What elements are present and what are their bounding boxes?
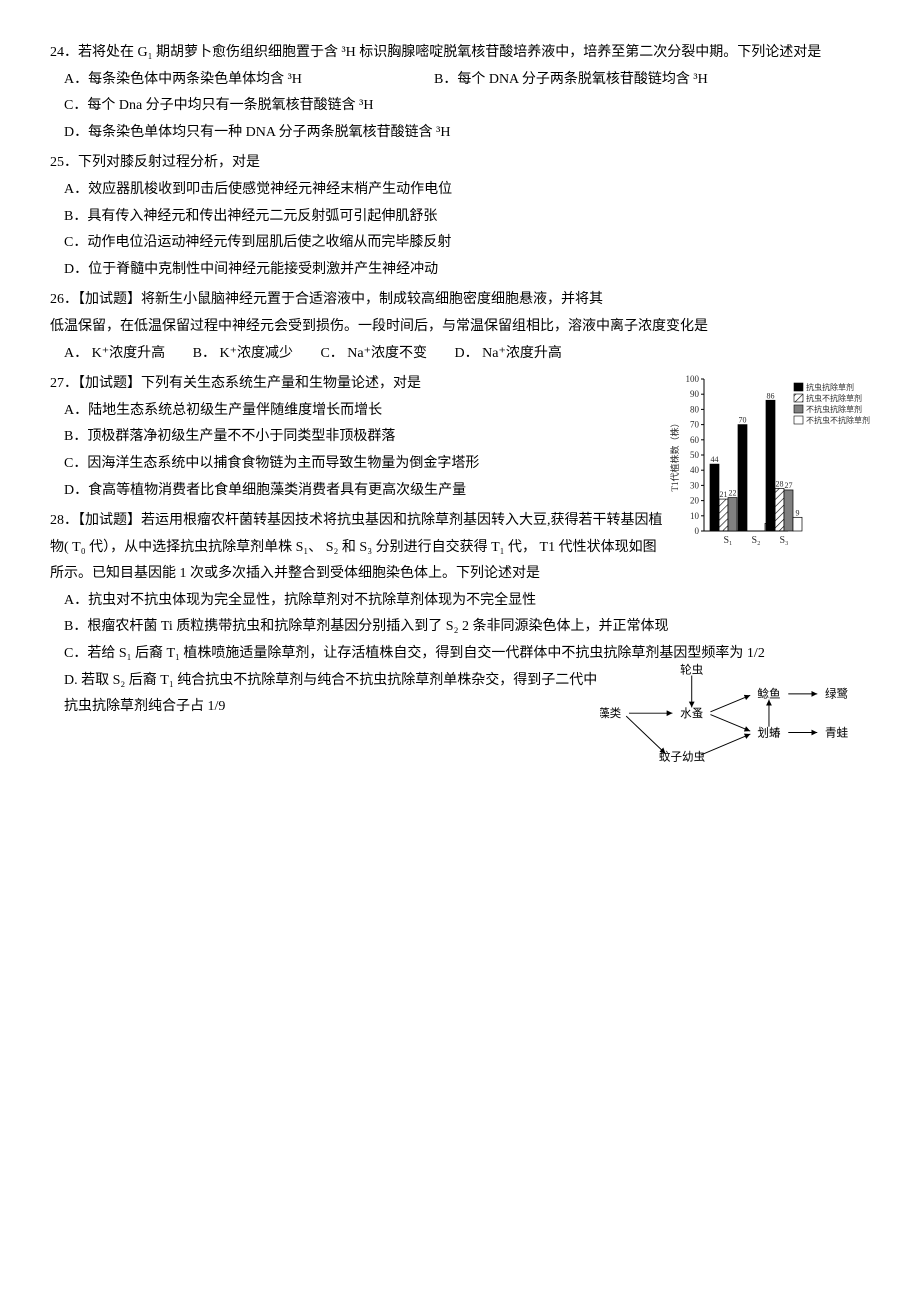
svg-text:80: 80: [690, 405, 700, 415]
q26-option-c: C． Na⁺浓度不变: [320, 346, 427, 361]
q28-option-b: B．根瘤农杆菌 Ti 质粒携带抗虫和抗除草剂基因分别插入到了 S₂ 2 条非同源…: [64, 614, 870, 641]
svg-text:水蚤: 水蚤: [680, 707, 703, 720]
svg-text:50: 50: [690, 450, 700, 460]
svg-text:抗虫不抗除草剂: 抗虫不抗除草剂: [806, 393, 862, 403]
svg-text:70: 70: [690, 420, 700, 430]
svg-text:20: 20: [690, 496, 700, 506]
svg-text:不抗虫不抗除草剂: 不抗虫不抗除草剂: [806, 415, 870, 425]
question-26: 26．【加试题】将新生小鼠脑神经元置于合适溶液中，制成较高细胞密度细胞悬液，并将…: [50, 287, 870, 367]
q26-stem-line1: 26．【加试题】将新生小鼠脑神经元置于合适溶液中，制成较高细胞密度细胞悬液，并将…: [50, 287, 870, 314]
bar-chart-figure: 0 10 20 30 40 50 60 70 80 90 100 T1代植株数（株） 44 2122 S₁ 7…: [670, 371, 880, 551]
q24-option-b: B．每个 DNA 分子两条脱氧核苷酸链均含 ³H: [434, 67, 708, 94]
svg-text:60: 60: [690, 435, 700, 445]
q25-option-b: B．具有传入神经元和传出神经元二元反射弧可引起伸肌舒张: [64, 204, 870, 231]
svg-text:10: 10: [690, 511, 700, 521]
svg-text:S₁: S₁: [723, 535, 732, 546]
svg-text:90: 90: [690, 389, 700, 399]
svg-text:0: 0: [695, 526, 700, 536]
svg-text:S₃: S₃: [779, 535, 788, 546]
q24-option-d: D．每条染色单体均只有一种 DNA 分子两条脱氧核苷酸链含 ³H: [64, 120, 870, 147]
svg-text:蚊子幼虫: 蚊子幼虫: [659, 749, 706, 763]
q26-option-d: D． Na⁺浓度升高: [455, 346, 562, 361]
svg-text:21: 21: [720, 490, 728, 499]
question-27: 0102030405060708090100T1代植株数（株）442122S₁7…: [50, 371, 870, 504]
svg-text:86: 86: [767, 391, 775, 400]
q28-option-a: A．抗虫对不抗虫体现为完全显性，抗除草剂对不抗除草剂体现为不完全显性: [64, 588, 870, 615]
q24-option-c: C．每个 Dna 分子中均只有一条脱氧核苷酸链含 ³H: [64, 93, 870, 120]
q26-stem-line2: 低温保留，在低温保留过程中神经元会受到损伤。一段时间后，与常温保留组相比，溶液中…: [50, 314, 870, 341]
q24-option-a: A．每条染色体中两条染色单体均含 ³H: [64, 67, 434, 94]
svg-text:T1代植株数（株）: T1代植株数（株）: [670, 419, 680, 492]
q28-stem: 28．【加试题】若运用根瘤农杆菌转基因技术将抗虫基因和抗除草剂基因转入大豆,获得…: [50, 508, 670, 588]
svg-text:S₂: S₂: [751, 535, 760, 546]
svg-text:抗虫抗除草剂: 抗虫抗除草剂: [806, 382, 854, 392]
svg-text:不抗虫抗除草剂: 不抗虫抗除草剂: [806, 404, 862, 414]
svg-text:27: 27: [785, 481, 793, 490]
q25-option-d: D．位于脊髓中克制性中间神经元能接受刺激并产生神经冲动: [64, 257, 870, 284]
svg-text:9: 9: [796, 508, 800, 517]
q26-option-b: B． K⁺浓度减少: [193, 346, 293, 361]
q24-stem: 24．若将处在 G₁ 期胡萝卜愈伤组织细胞置于含 ³H 标识胸腺嘧啶脱氧核苷酸培…: [50, 40, 870, 67]
svg-text:藻类: 藻类: [600, 706, 622, 720]
q25-option-a: A．效应器肌梭收到叩击后使感觉神经元神经末梢产生动作电位: [64, 177, 870, 204]
svg-text:轮虫: 轮虫: [680, 662, 704, 676]
q25-option-c: C．动作电位沿运动神经元传到屈肌后使之收缩从而完毕膝反射: [64, 230, 870, 257]
svg-text:28: 28: [776, 480, 784, 489]
q28-option-d: D. 若取 S₂ 后裔 T₁ 纯合抗虫不抗除草剂与纯合不抗虫抗除草剂单株杂交，得…: [64, 668, 604, 721]
question-24: 24．若将处在 G₁ 期胡萝卜愈伤组织细胞置于含 ³H 标识胸腺嘧啶脱氧核苷酸培…: [50, 40, 870, 146]
svg-text:44: 44: [711, 455, 719, 464]
svg-text:22: 22: [729, 489, 737, 498]
svg-text:40: 40: [690, 465, 700, 475]
svg-text:青蛙: 青蛙: [825, 726, 849, 739]
svg-text:绿鹭: 绿鹭: [825, 686, 849, 700]
q26-option-a: A． K⁺浓度升高: [64, 346, 165, 361]
question-25: 25．下列对膝反射过程分析，对是 A．效应器肌梭收到叩击后使感觉神经元神经末梢产…: [50, 150, 870, 283]
food-web-figure: 藻类 轮虫水蚤蚊子幼虫 鲶鱼划蝽 绿鹭青蛙: [600, 658, 880, 778]
svg-text:鲶鱼: 鲶鱼: [757, 686, 780, 700]
svg-text:30: 30: [690, 481, 700, 491]
q25-stem: 25．下列对膝反射过程分析，对是: [50, 150, 870, 177]
svg-text:70: 70: [739, 416, 747, 425]
svg-text:划蝽: 划蝽: [757, 725, 781, 739]
svg-text:100: 100: [686, 374, 700, 384]
